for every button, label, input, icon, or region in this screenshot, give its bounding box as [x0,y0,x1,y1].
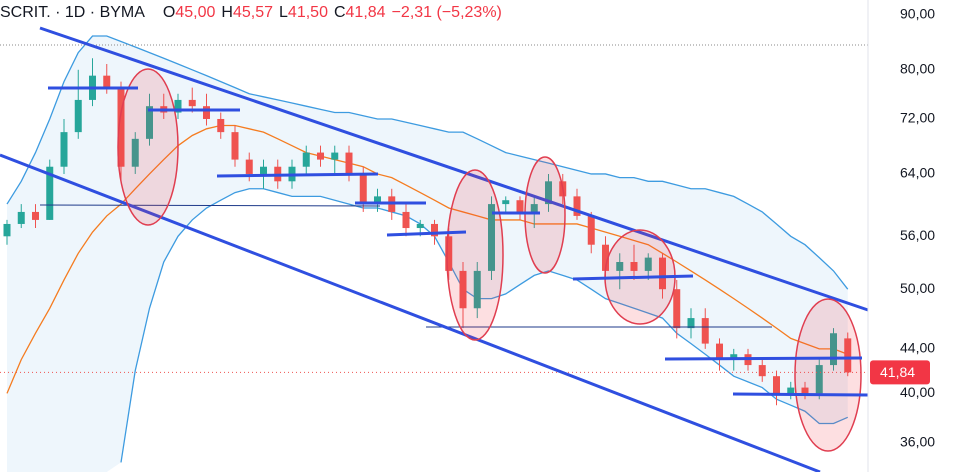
candle-body [758,365,766,377]
ohlc-label: C [333,4,346,21]
candle-body [573,196,581,216]
candle-body [32,211,39,220]
level-segment [386,230,467,237]
symbol-header: SCRIT. · 1D · BYMA O45,00 H45,57 L41,50 C41,… [0,4,512,24]
y-tick-label: 90,00 [900,6,935,22]
ohlc-value: 45,00 [175,4,216,21]
candle-body [317,152,324,160]
candle-body [773,376,780,394]
candle-body [815,365,823,394]
highlight-ellipse [524,156,566,274]
level-line [39,204,381,207]
candle-body [587,215,595,245]
level-segment [216,172,379,178]
candle-body [687,318,695,329]
candle-body [830,333,837,366]
level-segment [664,356,863,361]
candle-body [74,99,82,133]
candle-body [146,106,153,139]
candle-body [530,204,538,212]
candle-body [644,257,652,271]
candle-body [445,236,453,271]
candle-body [46,166,54,220]
y-tick-label: 80,00 [900,60,935,76]
highlight-ellipse [794,298,862,452]
candle-body [131,138,139,167]
candle-body [844,338,852,373]
ohlc-label: L [279,4,288,21]
candle-body [459,270,467,309]
candle-body [502,200,510,205]
ohlc-value: 41,50 [287,4,328,21]
highlight-ellipse [117,68,179,226]
candle-body [174,99,182,113]
candle-body [260,166,267,174]
drawings [0,26,869,472]
candle-body [545,181,552,205]
ohlc-label: O [162,4,176,21]
candle-body [302,152,310,167]
candle-body [103,75,111,88]
candle-body [374,196,381,205]
y-tick-label: 50,00 [900,280,935,296]
y-tick-label: 40,00 [900,384,935,400]
candle-body [188,99,196,107]
candle-body [659,257,666,290]
candle-body [701,318,709,344]
lower-band [120,188,849,463]
candle-body [17,211,25,224]
y-tick-label: 64,00 [900,165,935,181]
candle-body [673,289,681,329]
candle-body [730,354,738,360]
candle-body [231,132,239,160]
candle-body [516,200,524,212]
candle-body [787,387,795,394]
candle-body [602,244,609,271]
candle-body [630,262,638,271]
candle-body [616,262,624,271]
price-axis-labels: 36,00 40,00 44,00 50,00 56,00 64,00 72,00 80,00… [870,6,935,449]
last-price-label: 41,84 [880,364,915,380]
ohlc-value: 45,57 [232,4,274,21]
trend-line [39,26,869,312]
candle-body [359,173,367,205]
highlight-ellipse [446,169,504,341]
ohlc-label: H [221,4,233,21]
candle-body [60,132,68,167]
candle-body [117,87,125,167]
y-tick-label: 72,00 [900,110,935,126]
last-price-tag [870,360,930,385]
candle-body [402,211,410,229]
candle-body [801,387,809,394]
change: −2,31 (−5,23%) [391,4,502,21]
candle-body [416,223,424,229]
symbol-title: SCRIT. · 1D · BYMA [0,4,145,21]
moving-average [6,124,848,394]
upper-band [6,35,849,290]
candle-body [488,204,495,271]
price-axis [868,0,957,472]
band-fill [7,36,848,472]
ohlc-value: 41,84 [345,4,386,21]
y-tick-label: 56,00 [900,227,935,243]
candle-body [431,223,438,237]
y-tick-label: 36,00 [900,433,935,449]
candle-body [331,152,339,160]
trend-line [0,153,821,472]
candle-body [473,270,481,309]
candle-body [716,343,723,360]
candle-body [3,223,11,237]
candle-body [217,118,225,133]
level-segment [732,392,869,397]
level-segment [572,274,694,281]
candle-body [245,159,253,174]
candle-body [203,106,210,119]
y-tick-label: 44,00 [900,340,935,356]
candle-body [345,152,353,174]
